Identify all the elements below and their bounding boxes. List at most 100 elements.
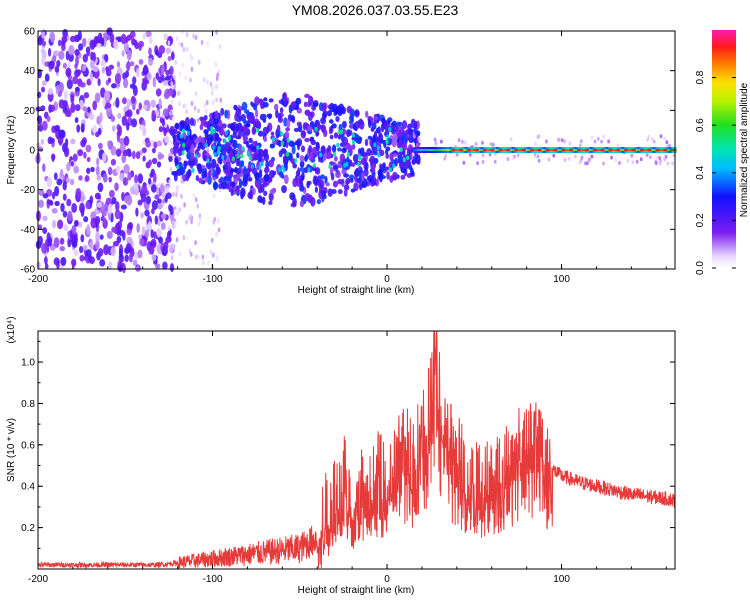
heatmap-cell — [552, 153, 556, 158]
heatmap-cell — [271, 137, 276, 142]
heatmap-cell — [534, 142, 537, 146]
heatmap-cell — [140, 212, 144, 219]
heatmap-cell — [455, 149, 457, 151]
heatmap-cell — [576, 148, 582, 152]
heatmap-cell — [311, 146, 318, 156]
y-tick-label: 60 — [24, 27, 36, 38]
heatmap-cell — [37, 199, 45, 208]
heatmap-cell — [75, 187, 82, 199]
heatmap-cell — [631, 148, 637, 152]
heatmap-cell — [294, 140, 299, 146]
heatmap-cell — [212, 168, 216, 178]
heatmap-cell — [207, 175, 212, 185]
heatmap-cell — [206, 120, 211, 127]
heatmap-cell — [636, 149, 638, 151]
heatmap-cell — [122, 177, 129, 186]
heatmap-cell — [396, 141, 402, 149]
heatmap-cell — [128, 252, 133, 263]
heatmap-cell — [126, 98, 131, 110]
heatmap-cell — [653, 149, 655, 151]
heatmap-cell — [189, 53, 193, 59]
heatmap-cell — [203, 102, 207, 108]
heatmap-cell — [125, 243, 132, 252]
heatmap-cell — [194, 254, 198, 260]
heatmap-cell — [129, 61, 135, 67]
heatmap-cell — [190, 251, 193, 257]
heatmap-cell — [290, 101, 297, 109]
heatmap-cell — [291, 144, 296, 155]
heatmap-cell — [249, 189, 253, 199]
heatmap-cell — [118, 264, 123, 272]
heatmap-cell — [457, 138, 461, 143]
heatmap-cell — [442, 149, 445, 151]
heatmap-cell — [534, 149, 537, 151]
heatmap-cell — [389, 152, 394, 162]
heatmap-cell — [107, 203, 113, 215]
heatmap-cell — [146, 72, 152, 81]
heatmap-cell — [637, 149, 639, 151]
heatmap-cell — [42, 215, 48, 222]
heatmap-cell — [215, 231, 218, 237]
heatmap-cell — [269, 188, 276, 195]
heatmap-cell — [37, 235, 43, 246]
heatmap-cell — [72, 76, 79, 85]
heatmap-cell — [215, 84, 218, 90]
heatmap-cell — [643, 149, 646, 151]
heatmap-cell — [163, 33, 168, 41]
heatmap-cell — [328, 119, 334, 124]
heatmap-cell — [607, 139, 610, 144]
snr-frame — [37, 330, 676, 570]
heatmap-cell — [490, 148, 495, 152]
heatmap-cell — [520, 149, 522, 151]
heatmap-cell — [537, 148, 542, 152]
heatmap-cell — [106, 106, 113, 118]
heatmap-cell — [107, 140, 111, 148]
heatmap-cell — [286, 137, 290, 143]
heatmap-cell — [97, 142, 103, 150]
heatmap-cell — [621, 149, 624, 151]
heatmap-cell — [658, 156, 661, 160]
heatmap-cell — [198, 213, 202, 219]
heatmap-cell — [489, 142, 493, 147]
heatmap-cell — [137, 199, 143, 206]
heatmap-cell — [244, 109, 249, 114]
heatmap-cell — [263, 97, 268, 102]
heatmap-cell — [97, 127, 102, 136]
heatmap-cell — [192, 33, 195, 39]
heatmap-cell — [416, 142, 419, 147]
heatmap-cell — [274, 103, 279, 111]
heatmap-cell — [164, 135, 170, 144]
heatmap-cell — [630, 149, 632, 151]
y-tick-label: 1.0 — [21, 358, 35, 369]
heatmap-cell — [129, 83, 136, 89]
heatmap-cell — [506, 157, 510, 162]
heatmap-cell — [604, 149, 607, 151]
heatmap-cell — [197, 142, 204, 149]
chart-title: YM08.2026.037.03.55.E23 — [291, 2, 459, 18]
heatmap-cell — [72, 153, 78, 162]
heatmap-cell — [106, 27, 113, 36]
heatmap-cell — [468, 152, 472, 157]
heatmap-cell — [488, 152, 492, 157]
heatmap-cell — [110, 158, 117, 166]
heatmap-cell — [167, 225, 171, 231]
heatmap-cell — [241, 146, 245, 152]
heatmap-cell — [350, 178, 354, 183]
heatmap-cell — [47, 47, 52, 57]
heatmap-cell — [399, 162, 405, 168]
x-tick-label: 100 — [553, 574, 570, 585]
heatmap-cell — [289, 192, 296, 201]
heatmap-cell — [379, 149, 385, 157]
heatmap-cell — [92, 125, 98, 134]
heatmap-cell — [67, 210, 73, 222]
heatmap-cell — [40, 86, 46, 93]
heatmap-cell — [560, 138, 564, 143]
heatmap-cell — [212, 193, 216, 198]
heatmap-cell — [108, 64, 115, 70]
heatmap-cell — [343, 184, 350, 191]
heatmap-cell — [185, 124, 191, 131]
heatmap-cell — [535, 149, 538, 151]
heatmap-cell — [320, 174, 326, 180]
heatmap-cell — [58, 129, 65, 139]
heatmap-cell — [206, 100, 209, 105]
